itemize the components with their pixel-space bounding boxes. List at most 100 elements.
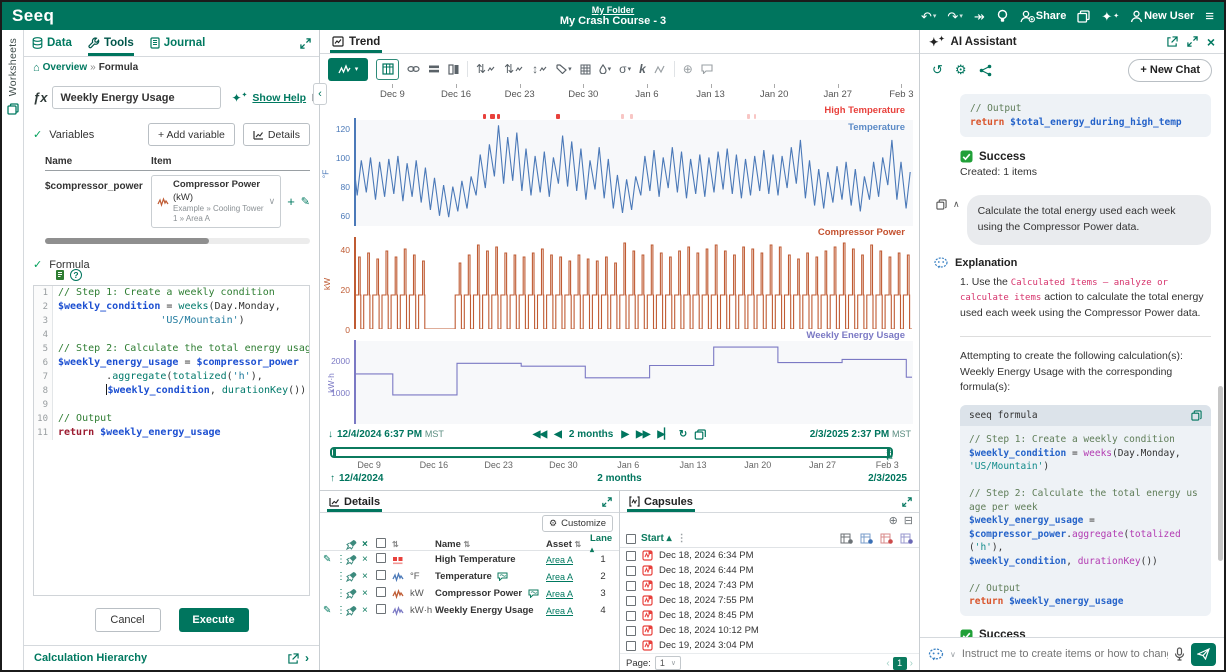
add-variable-button[interactable]: + Add variable bbox=[148, 123, 235, 146]
compare-icon[interactable] bbox=[448, 64, 459, 75]
code-line[interactable]: 6$weekly_energy_usage = $compressor_powe… bbox=[34, 356, 309, 370]
gridlines-icon[interactable] bbox=[580, 64, 591, 75]
summarize-icon[interactable]: σ ▾ bbox=[619, 62, 631, 76]
table-row[interactable]: ✎ ⋮ × High Temperature Area A 1 bbox=[320, 551, 619, 568]
add-signal-column-icon[interactable] bbox=[860, 533, 873, 544]
sparkles-icon[interactable]: ✦ ✦ bbox=[1101, 10, 1119, 23]
table-settings-icon[interactable] bbox=[840, 533, 853, 544]
investigate-arrow-icon[interactable]: ↑ bbox=[330, 473, 335, 484]
range-slider[interactable]: ⇄ ⇄ bbox=[330, 447, 893, 458]
next-page-icon[interactable]: › bbox=[910, 658, 913, 669]
formula-doc-icon[interactable] bbox=[55, 269, 65, 281]
capsule-marker[interactable] bbox=[497, 114, 500, 119]
horizontal-scrollbar[interactable] bbox=[45, 238, 310, 244]
current-page[interactable]: 1 bbox=[893, 657, 907, 670]
add-property-column-icon[interactable] bbox=[900, 533, 913, 544]
code-line[interactable]: 9 bbox=[34, 398, 309, 412]
start-arrow-icon[interactable]: ↓ bbox=[328, 429, 333, 440]
tab-tools[interactable]: Tools bbox=[88, 30, 134, 56]
item-name[interactable]: Weekly Energy Usage bbox=[435, 605, 546, 616]
page-forward-icon[interactable]: ▶▶ bbox=[636, 429, 649, 440]
auto-update-icon[interactable]: ↻ bbox=[679, 429, 686, 440]
redo-icon[interactable]: ↷ ▾ bbox=[947, 10, 962, 23]
table-row[interactable]: ✎ ⋮ × kW·h Weekly Energy Usage Area A 4 bbox=[320, 602, 619, 619]
edit-variable-icon[interactable]: ✎ bbox=[301, 195, 310, 208]
breadcrumb-overview[interactable]: Overview bbox=[43, 62, 87, 73]
range-slider-left-handle[interactable] bbox=[333, 448, 336, 457]
capsule-checkbox[interactable] bbox=[626, 551, 636, 561]
table-row[interactable]: ⋮ × °F Temperature Area A 2 bbox=[320, 568, 619, 585]
trend-view-button[interactable]: ▾ bbox=[328, 58, 368, 81]
capsules-col-start[interactable]: Start ▴ bbox=[641, 533, 672, 544]
capsule-marker[interactable] bbox=[490, 114, 495, 119]
capsule-row[interactable]: Dec 18, 2024 6:44 PM bbox=[620, 563, 919, 578]
edit-item-icon[interactable]: ✎ bbox=[323, 554, 331, 565]
asset-link[interactable]: Area A bbox=[546, 572, 590, 582]
column-menu-icon[interactable]: ⋮ bbox=[677, 533, 687, 544]
code-line[interactable]: 5// Step 2: Calculate the total energy u… bbox=[34, 342, 309, 356]
folder-link[interactable]: My Folder bbox=[560, 5, 666, 15]
interpolation-icon[interactable] bbox=[654, 65, 666, 74]
execute-button[interactable]: Execute bbox=[179, 608, 249, 632]
remove-all-icon[interactable]: × bbox=[362, 539, 376, 550]
cursors-icon[interactable]: k bbox=[639, 62, 646, 76]
expand-panel-icon[interactable] bbox=[300, 38, 311, 49]
present-icon[interactable]: ↠ bbox=[974, 10, 985, 23]
asset-swap-icon[interactable] bbox=[346, 554, 362, 565]
sort-icon[interactable]: ⇅ bbox=[392, 540, 410, 549]
page-back-icon[interactable]: ◀◀ bbox=[533, 429, 546, 440]
code-line[interactable]: 8 $weekly_condition, durationKey()) bbox=[34, 384, 309, 398]
popout-icon[interactable] bbox=[288, 653, 299, 664]
zoom-to-capsule-icon[interactable]: ⊕ bbox=[889, 514, 898, 530]
trend-lane-3[interactable]: kW·h 10002000 Weekly Energy Usage bbox=[320, 329, 913, 424]
user-menu[interactable]: New User bbox=[1130, 10, 1194, 23]
ai-sparkle-icon[interactable]: ✦✦ bbox=[231, 91, 247, 105]
display-start-time[interactable]: 12/4/2024 6:37 PM bbox=[337, 429, 422, 440]
ai-expand-icon[interactable] bbox=[1187, 36, 1198, 47]
item-menu-icon[interactable]: ⋮ bbox=[336, 571, 346, 582]
asset-link[interactable]: Area A bbox=[546, 555, 590, 565]
tab-data[interactable]: Data bbox=[32, 30, 72, 56]
capsule-checkbox[interactable] bbox=[626, 596, 636, 606]
remove-item-icon[interactable]: × bbox=[362, 605, 376, 616]
samples-table-button[interactable] bbox=[376, 59, 399, 80]
customize-button[interactable]: ⚙Customize bbox=[542, 515, 613, 532]
item-menu-icon[interactable]: ⋮ bbox=[336, 554, 346, 565]
details-col-name[interactable]: Name ⇅ bbox=[435, 539, 546, 550]
prev-page-icon[interactable]: ‹ bbox=[886, 658, 889, 669]
comment-icon[interactable] bbox=[701, 64, 713, 74]
variable-details-button[interactable]: Details bbox=[243, 123, 310, 146]
investigate-duration[interactable]: 2 months bbox=[597, 473, 641, 484]
ai-close-icon[interactable]: × bbox=[1207, 34, 1215, 50]
code-line[interactable]: 3 'US/Mountain') bbox=[34, 314, 309, 328]
home-icon[interactable]: ⌂ bbox=[33, 62, 40, 74]
one-axis-icon[interactable]: ⇅ bbox=[504, 62, 524, 76]
tab-capsules[interactable]: Capsules bbox=[627, 491, 695, 512]
item-name[interactable]: Compressor Power bbox=[435, 588, 546, 599]
collapse-panel-button[interactable]: ‹ bbox=[313, 83, 327, 105]
asset-swap-icon[interactable] bbox=[346, 605, 362, 616]
ai-settings-icon[interactable]: ⚙ bbox=[955, 62, 967, 78]
capsule-row[interactable]: Dec 18, 2024 8:45 PM bbox=[620, 608, 919, 623]
trend-charts[interactable]: Dec 9Dec 16Dec 23Dec 30Jan 6Jan 13Jan 20… bbox=[320, 84, 919, 424]
capsule-marker[interactable] bbox=[621, 114, 624, 119]
go-to-end-icon[interactable]: ▶▏ bbox=[657, 429, 670, 440]
code-line[interactable]: 7 .aggregate(totalized('h'), bbox=[34, 370, 309, 384]
ai-popout-icon[interactable] bbox=[1167, 36, 1178, 47]
share-chat-icon[interactable] bbox=[979, 64, 992, 77]
capsule-row[interactable]: Dec 19, 2024 3:04 PM bbox=[620, 638, 919, 653]
worksheets-rail[interactable]: Worksheets bbox=[2, 30, 24, 670]
zoom-icon[interactable]: ⊕ bbox=[683, 62, 693, 76]
tips-icon[interactable] bbox=[996, 9, 1009, 23]
variable-item-select[interactable]: Compressor Power (kW) Example » Cooling … bbox=[151, 175, 281, 228]
send-button[interactable] bbox=[1191, 643, 1216, 666]
collapse-message-icon[interactable]: ∧ bbox=[953, 199, 960, 210]
expand-details-icon[interactable] bbox=[602, 497, 612, 507]
copy-range-icon[interactable] bbox=[694, 429, 706, 440]
item-menu-icon[interactable]: ⋮ bbox=[336, 605, 346, 616]
hamburger-menu-icon[interactable]: ≡ bbox=[1205, 9, 1214, 24]
capsule-marker[interactable] bbox=[483, 114, 486, 119]
capsule-row[interactable]: Dec 18, 2024 7:55 PM bbox=[620, 593, 919, 608]
autoscale-icon[interactable]: ↕ bbox=[532, 62, 548, 76]
calculation-hierarchy-bar[interactable]: Calculation Hierarchy › bbox=[24, 645, 319, 670]
